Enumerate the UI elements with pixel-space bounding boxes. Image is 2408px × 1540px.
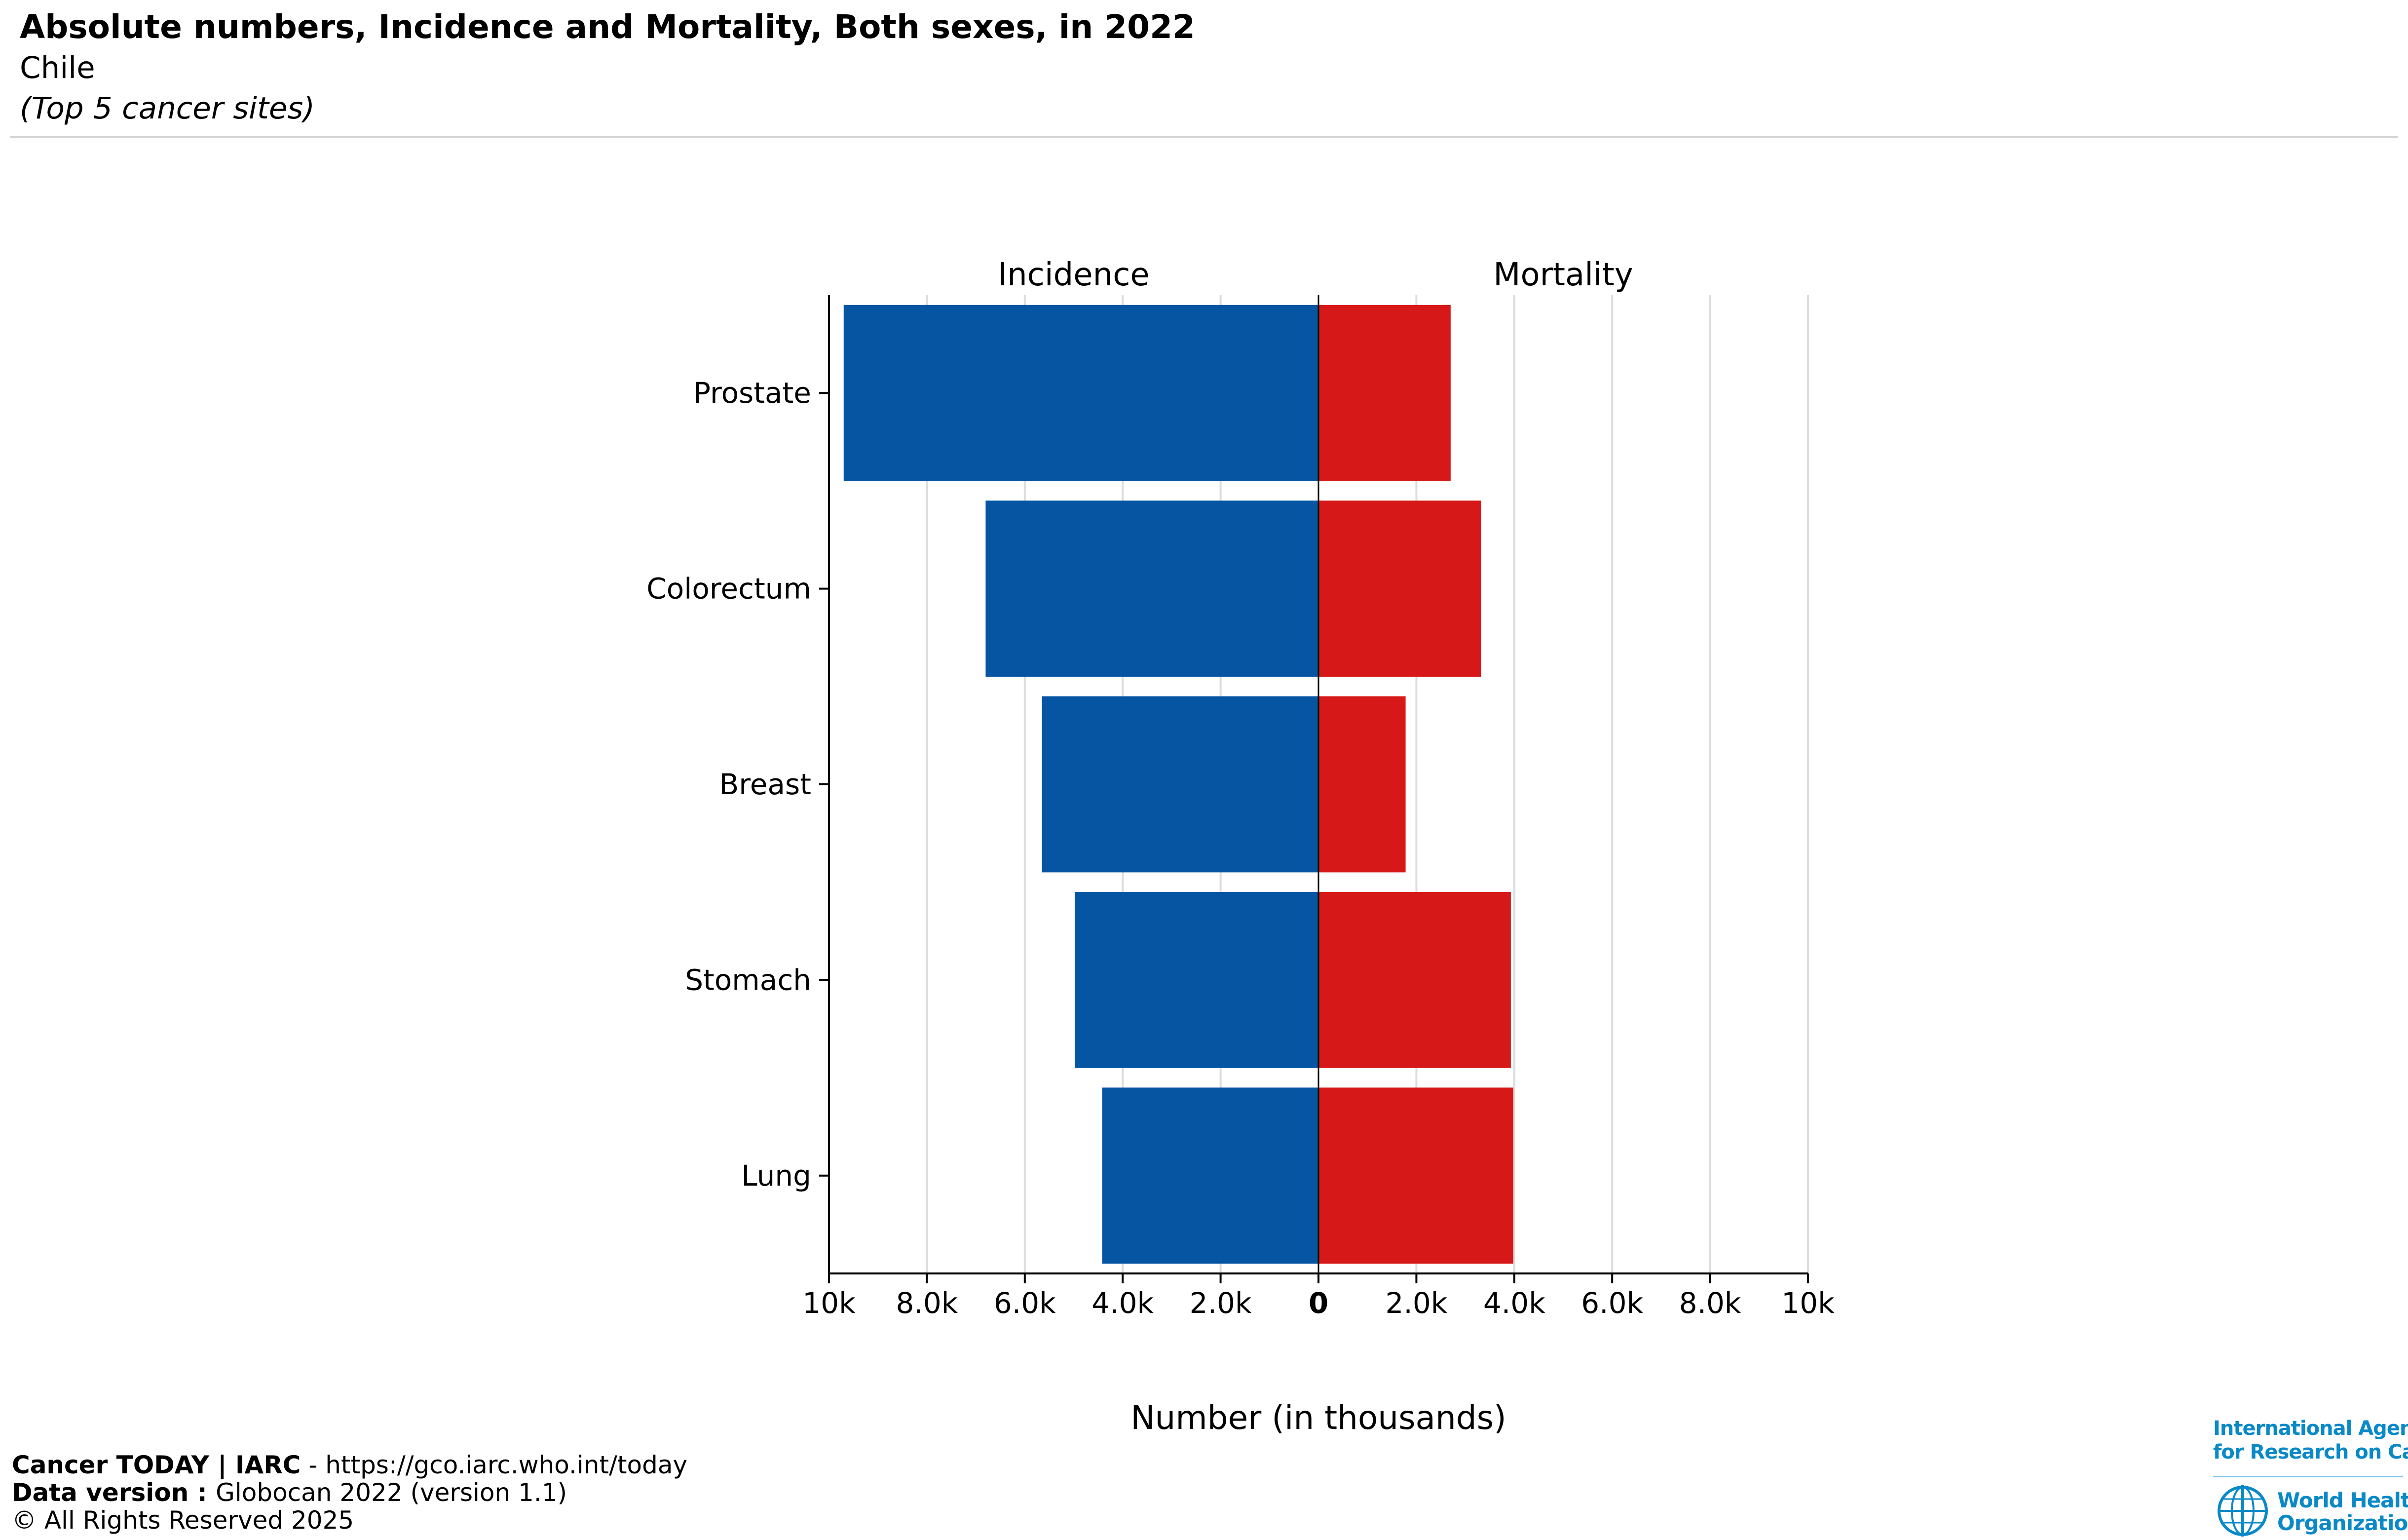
logo-separator <box>2213 1476 2403 1477</box>
incidence-bar-stomach <box>1074 892 1318 1068</box>
incidence-bar-prostate <box>843 305 1318 481</box>
chart-subtitle: Chile <box>20 50 95 85</box>
mortality-bar-lung <box>1318 1087 1513 1264</box>
x-tick-label-right-4: 8.0k <box>1679 1286 1741 1320</box>
footer-copyright: © All Rights Reserved 2025 <box>12 1506 354 1535</box>
footer-data-version-label: Data version : <box>12 1478 216 1507</box>
chart-note: (Top 5 cancer sites) <box>20 91 315 126</box>
series-label-mortality: Mortality <box>1493 257 1633 293</box>
mortality-bar-prostate <box>1318 305 1451 481</box>
x-tick-label-left-4: 2.0k <box>1190 1286 1252 1320</box>
x-tick-label-left-5: 0 <box>1309 1286 1328 1320</box>
x-tick-label-left-1: 8.0k <box>896 1286 958 1320</box>
who-logo-text: World Health Organization <box>2277 1489 2408 1535</box>
category-label-colorectum: Colorectum <box>646 572 811 606</box>
iarc-logo[interactable]: International Agency for Research on Can… <box>2213 1417 2408 1464</box>
who-logo-line1: World Health <box>2277 1488 2408 1512</box>
incidence-bar-breast <box>1042 696 1318 873</box>
footer-source: Cancer TODAY | IARC <box>12 1451 301 1479</box>
mortality-bar-stomach <box>1318 892 1511 1068</box>
chart-header: Absolute numbers, Incidence and Mortalit… <box>20 6 1195 129</box>
footer-data-version: Globocan 2022 (version 1.1) <box>216 1478 567 1507</box>
category-label-prostate: Prostate <box>693 376 811 410</box>
category-label-breast: Breast <box>719 768 811 801</box>
x-axis-title: Number (in thousands) <box>1130 1399 1506 1437</box>
category-label-stomach: Stomach <box>685 963 811 997</box>
x-tick-label-left-3: 4.0k <box>1091 1286 1154 1320</box>
iarc-logo-line2: for Research on Cancer <box>2213 1441 2408 1463</box>
who-emblem-icon <box>2218 1485 2268 1537</box>
x-tick-label-right-5: 10k <box>1781 1286 1835 1320</box>
iarc-logo-line1: International Agency <box>2213 1417 2408 1440</box>
chart-title: Absolute numbers, Incidence and Mortalit… <box>20 8 1195 46</box>
x-tick-label-left-2: 6.0k <box>994 1286 1056 1320</box>
who-logo[interactable]: World Health Organization <box>2213 1483 2408 1539</box>
footer-url[interactable]: - https://gco.iarc.who.int/today <box>301 1451 688 1479</box>
mortality-bar-colorectum <box>1318 500 1481 677</box>
x-tick-label-right-3: 6.0k <box>1581 1286 1643 1320</box>
category-label-lung: Lung <box>741 1159 811 1193</box>
x-tick-label-right-2: 4.0k <box>1483 1286 1545 1320</box>
footer: Cancer TODAY | IARC - https://gco.iarc.w… <box>12 1451 687 1534</box>
header-divider <box>10 136 2398 138</box>
mortality-bar-breast <box>1318 696 1406 873</box>
incidence-bar-lung <box>1102 1087 1318 1264</box>
x-tick-label-left-0: 10k <box>802 1286 856 1320</box>
incidence-bar-colorectum <box>985 500 1318 677</box>
series-label-incidence: Incidence <box>998 257 1150 293</box>
x-tick-label-right-1: 2.0k <box>1385 1286 1447 1320</box>
who-logo-line2: Organization <box>2277 1511 2408 1535</box>
